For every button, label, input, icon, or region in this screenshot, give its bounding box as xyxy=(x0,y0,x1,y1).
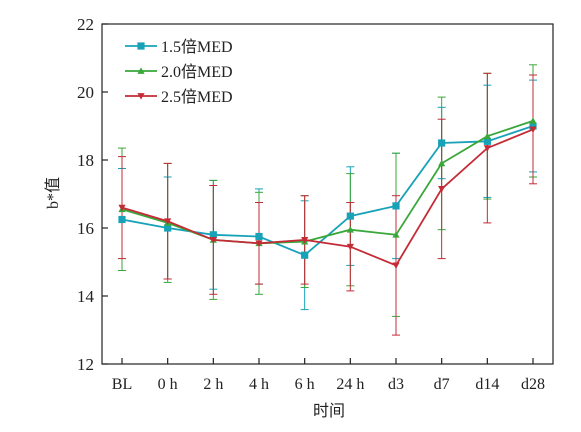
legend: 1.5倍MED 2.0倍MED 2.5倍MED xyxy=(125,38,233,106)
y-tick-label: 16 xyxy=(77,219,94,238)
legend-marker xyxy=(137,93,145,100)
y-tick-label: 20 xyxy=(77,83,94,102)
series-line-2 xyxy=(121,120,534,245)
x-tick-label: d7 xyxy=(434,376,450,393)
data-point xyxy=(392,231,400,238)
data-point xyxy=(529,117,537,124)
x-tick-label: d3 xyxy=(388,376,404,393)
x-tick-label: 2 h xyxy=(203,376,223,393)
data-point xyxy=(346,243,354,251)
data-point xyxy=(255,240,263,247)
data-point xyxy=(164,218,172,225)
y-tick-label: 22 xyxy=(77,15,94,34)
data-point xyxy=(346,226,354,233)
data-point xyxy=(438,186,446,193)
legend-marker xyxy=(137,42,145,50)
y-axis-label: b*值 xyxy=(44,177,62,209)
x-axis-label: 时间 xyxy=(313,402,345,420)
x-tick-label: 24 h xyxy=(336,376,364,393)
x-tick-label: d28 xyxy=(521,376,545,393)
series-line-3 xyxy=(121,128,534,267)
legend-label: 2.5倍MED xyxy=(161,88,233,106)
data-point xyxy=(346,212,354,220)
x-tick-label: d14 xyxy=(475,376,499,393)
data-point xyxy=(483,137,491,145)
data-point xyxy=(209,237,217,244)
data-point xyxy=(118,215,126,224)
legend-label: 2.0倍MED xyxy=(161,63,233,81)
data-point xyxy=(164,224,172,232)
data-point xyxy=(301,251,309,259)
y-tick-label: 18 xyxy=(77,151,94,170)
legend-label: 1.5倍MED xyxy=(161,38,233,56)
data-point xyxy=(438,159,446,167)
plot-area xyxy=(118,64,537,336)
data-point xyxy=(483,145,491,152)
x-tick-label: BL xyxy=(112,376,132,393)
data-point xyxy=(209,231,217,239)
data-point xyxy=(392,202,400,210)
y-tick-label: 14 xyxy=(77,287,95,306)
data-point xyxy=(392,262,400,269)
legend-marker xyxy=(137,67,145,74)
x-tick-label: 4 h xyxy=(249,376,269,393)
y-tick-label: 12 xyxy=(77,355,94,374)
plot-frame xyxy=(101,23,554,365)
data-point xyxy=(301,237,309,244)
axes: 12 14 16 18 20 22 BL 0 h 2 h 4 h 6 h 24 h d3 d7 d14 d28 xyxy=(77,15,554,393)
data-point xyxy=(255,232,263,241)
data-point xyxy=(529,122,537,130)
data-point xyxy=(438,139,446,147)
data-point xyxy=(118,204,126,212)
data-point xyxy=(483,132,491,140)
x-tick-label: 6 h xyxy=(295,376,315,393)
x-tick-label: 0 h xyxy=(158,376,178,393)
data-point xyxy=(529,126,537,133)
